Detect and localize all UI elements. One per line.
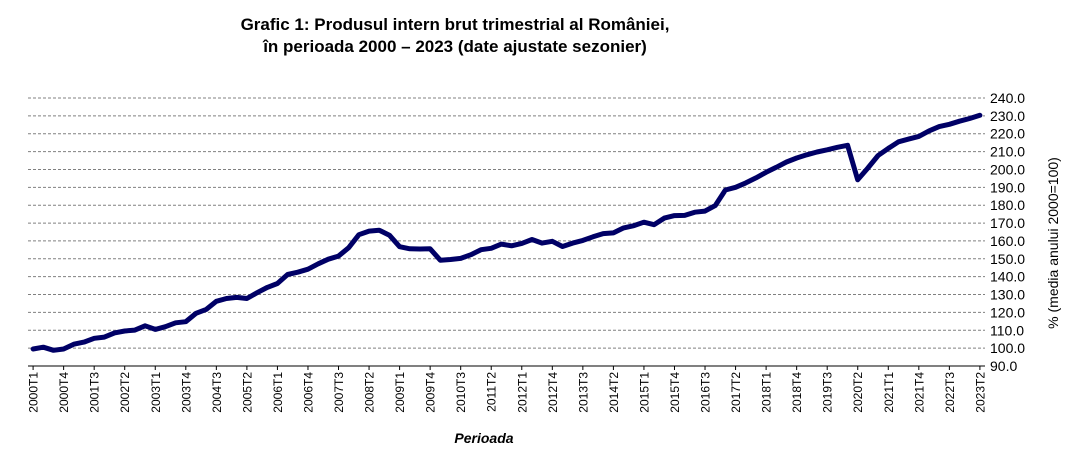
series-group xyxy=(30,112,983,353)
x-tick-label: 2021T4 xyxy=(912,372,926,413)
series-line xyxy=(30,112,983,353)
x-tick-label: 2006T1 xyxy=(271,372,285,413)
y-tick-label: 140.0 xyxy=(990,269,1025,285)
x-tick-label: 2006T4 xyxy=(301,372,315,413)
x-tick-label: 2012T4 xyxy=(546,372,560,413)
gridlines xyxy=(28,97,985,349)
x-tick-label: 2015T4 xyxy=(668,372,682,413)
y-tick-label: 160.0 xyxy=(990,233,1025,249)
x-tick-label: 2000T4 xyxy=(57,372,71,413)
x-tick-label: 2010T3 xyxy=(454,372,468,413)
x-tick-label: 2018T4 xyxy=(790,372,804,413)
x-axis-ticks: 2000T1 2000T4 2001T3 2002T2 2003T1 2003T4 2004… xyxy=(27,366,987,413)
y-tick-label: 110.0 xyxy=(990,322,1024,338)
x-tick-label: 2009T4 xyxy=(424,372,438,413)
chart-title-line2: în perioada 2000 – 2023 (date ajustate s… xyxy=(263,37,647,56)
x-tick-label: 2022T3 xyxy=(943,372,957,413)
x-tick-label: 2009T1 xyxy=(393,372,407,413)
y-tick-label: 100.0 xyxy=(990,340,1025,356)
x-tick-label: 2004T3 xyxy=(210,372,224,413)
x-tick-label: 2003T1 xyxy=(149,372,163,413)
y-tick-label: 120.0 xyxy=(990,304,1025,320)
y-tick-label: 230.0 xyxy=(990,108,1025,124)
chart-title: Grafic 1: Produsul intern brut trimestri… xyxy=(0,14,910,58)
x-tick-label: 2019T3 xyxy=(821,372,835,413)
x-tick-label: 2008T2 xyxy=(363,372,377,413)
y-tick-label: 210.0 xyxy=(990,144,1025,160)
x-tick-label: 2012T1 xyxy=(515,372,529,413)
y-tick-label: 190.0 xyxy=(990,179,1025,195)
x-tick-label: 2017T2 xyxy=(729,372,743,413)
y-tick-label: 200.0 xyxy=(990,161,1025,177)
x-tick-label: 2015T1 xyxy=(637,372,651,413)
y-tick-label: 180.0 xyxy=(990,197,1025,213)
y-axis-label: % (media anului 2000=100) xyxy=(1045,157,1061,329)
x-tick-label: 2001T3 xyxy=(88,372,102,413)
x-tick-label: 2013T3 xyxy=(576,372,590,413)
x-tick-label: 2023T2 xyxy=(973,372,987,413)
y-tick-label: 240.0 xyxy=(990,90,1025,106)
x-tick-label: 2011T2 xyxy=(485,372,499,412)
y-tick-label: 220.0 xyxy=(990,126,1025,142)
x-tick-label: 2021T1 xyxy=(882,372,896,413)
x-tick-label: 2014T2 xyxy=(607,372,621,413)
x-tick-label: 2005T2 xyxy=(240,372,254,413)
x-tick-label: 2002T2 xyxy=(118,372,132,413)
chart-title-line1: Grafic 1: Produsul intern brut trimestri… xyxy=(240,15,670,34)
x-tick-label: 2018T1 xyxy=(760,372,774,413)
x-tick-label: 2020T2 xyxy=(851,372,865,413)
y-tick-label: 130.0 xyxy=(990,287,1025,303)
x-tick-label: 2003T4 xyxy=(179,372,193,413)
x-tick-label: 2007T3 xyxy=(332,372,346,413)
y-tick-label: 150.0 xyxy=(990,251,1025,267)
y-tick-label: 170.0 xyxy=(990,215,1025,231)
x-tick-label: 2016T3 xyxy=(699,372,713,413)
x-tick-label: 2000T1 xyxy=(27,372,41,413)
y-tick-label: 90.0 xyxy=(990,358,1017,374)
x-axis-label: Perioada xyxy=(454,430,513,446)
